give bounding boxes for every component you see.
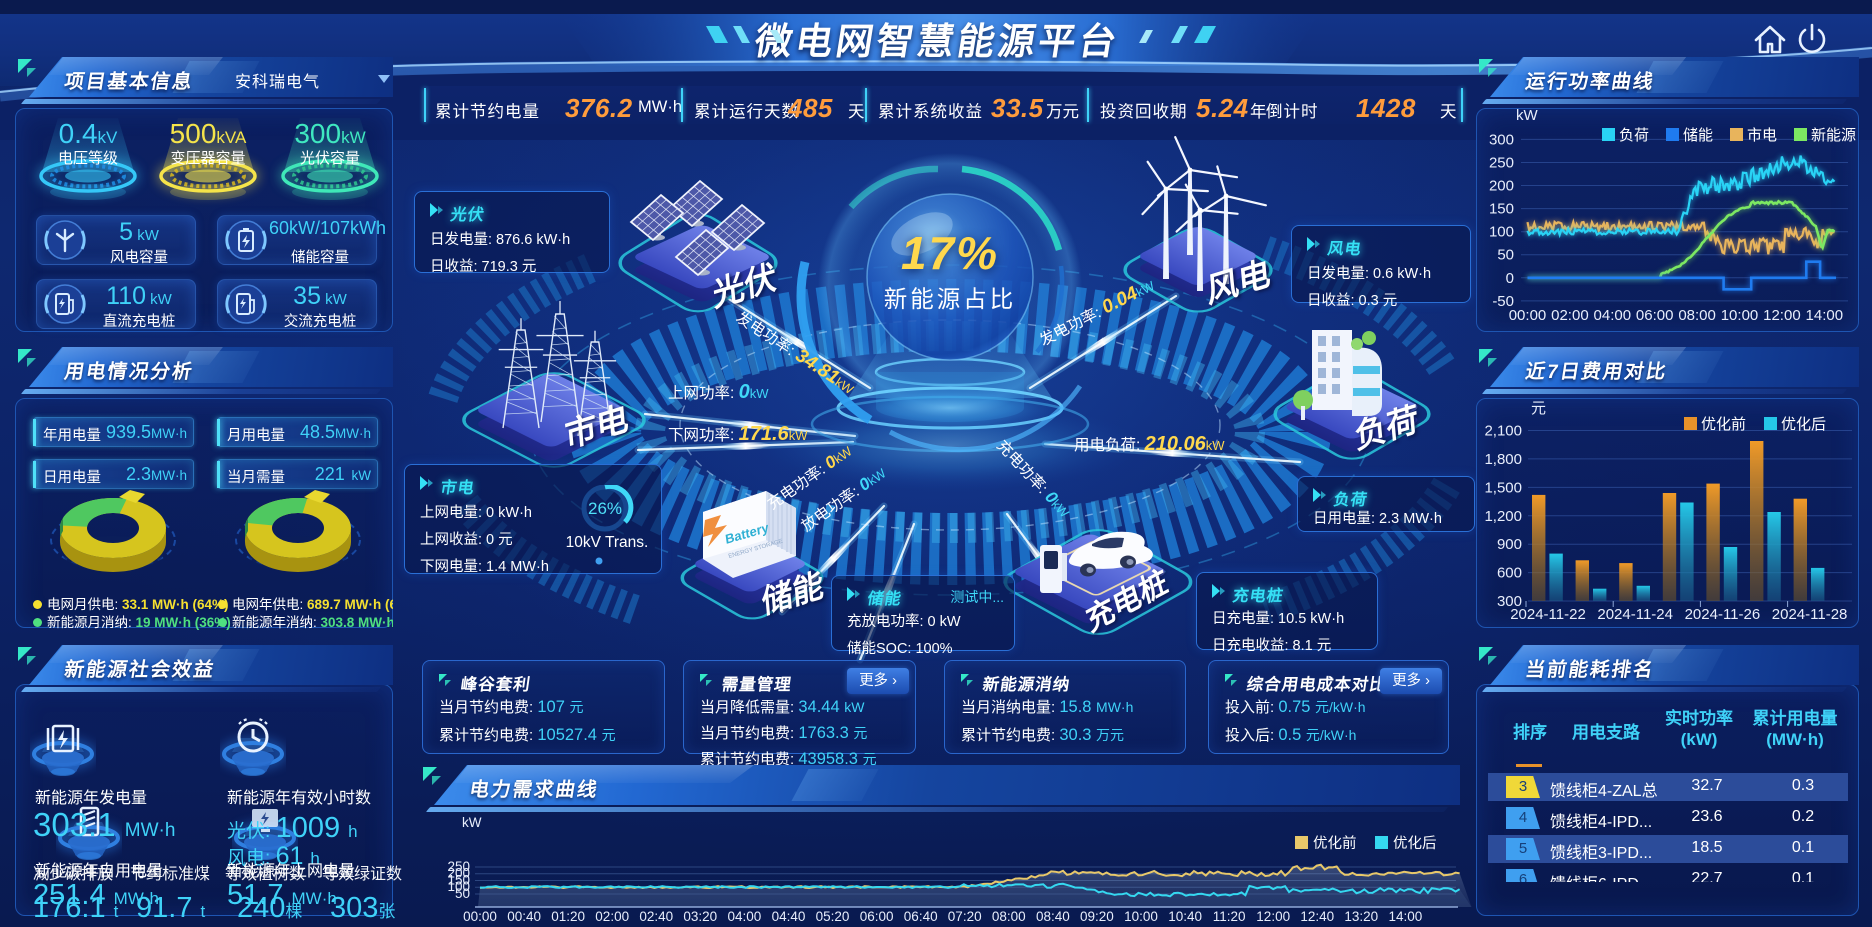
svg-text:200: 200: [447, 866, 470, 881]
svg-text:250: 250: [447, 859, 470, 874]
svg-text:12:40: 12:40: [1300, 909, 1334, 924]
svg-text:下网功率: 171.6kW: 下网功率: 171.6kW: [668, 423, 808, 445]
svg-text:市电: 市电: [1747, 127, 1777, 144]
svg-text:09:20: 09:20: [1080, 909, 1114, 924]
svg-text:10kV Trans.: 10kV Trans.: [566, 534, 649, 551]
svg-text:00:40: 00:40: [507, 909, 541, 924]
svg-text:储能: 储能: [1683, 127, 1713, 144]
svg-text:06:00: 06:00: [860, 909, 894, 924]
svg-text:08:00: 08:00: [1678, 307, 1716, 324]
svg-text:300: 300: [1497, 593, 1522, 610]
svg-text:0: 0: [1506, 270, 1514, 287]
svg-text:优化前: 优化前: [1701, 416, 1746, 433]
svg-text:优化后: 优化后: [1393, 835, 1437, 852]
svg-text:02:00: 02:00: [595, 909, 629, 924]
svg-text:2024-11-28: 2024-11-28: [1772, 606, 1848, 623]
svg-text:12:00: 12:00: [1256, 909, 1290, 924]
svg-text:150: 150: [447, 873, 470, 888]
svg-text:04:00: 04:00: [728, 909, 762, 924]
svg-text:新能源占比: 新能源占比: [884, 286, 1017, 312]
svg-text:50: 50: [455, 886, 470, 901]
svg-text:10:00: 10:00: [1721, 307, 1759, 324]
svg-text:用电负荷: 210.06kW: 用电负荷: 210.06kW: [1074, 433, 1225, 455]
svg-text:02:40: 02:40: [639, 909, 673, 924]
svg-text:负荷: 负荷: [1619, 127, 1649, 144]
svg-text:01:20: 01:20: [551, 909, 585, 924]
svg-text:17%: 17%: [901, 227, 999, 279]
svg-text:150: 150: [1489, 201, 1514, 218]
svg-text:13:20: 13:20: [1344, 909, 1378, 924]
svg-text:900: 900: [1497, 536, 1522, 553]
svg-text:10:00: 10:00: [1124, 909, 1158, 924]
svg-text:1,200: 1,200: [1484, 508, 1522, 525]
svg-text:优化前: 优化前: [1313, 835, 1357, 852]
svg-text:06:40: 06:40: [904, 909, 938, 924]
svg-text:05:20: 05:20: [816, 909, 850, 924]
svg-text:12:00: 12:00: [1763, 307, 1801, 324]
svg-text:200: 200: [1489, 178, 1514, 195]
svg-text:kW: kW: [462, 815, 482, 830]
svg-text:-50: -50: [1492, 293, 1514, 310]
svg-text:08:00: 08:00: [992, 909, 1026, 924]
svg-text:优化后: 优化后: [1781, 416, 1826, 433]
svg-text:2024-11-24: 2024-11-24: [1597, 606, 1673, 623]
svg-text:600: 600: [1497, 565, 1522, 582]
svg-text:上网功率: 0kW: 上网功率: 0kW: [668, 381, 769, 403]
svg-text:300: 300: [1489, 131, 1514, 148]
svg-text:1,500: 1,500: [1484, 479, 1522, 496]
svg-text:04:00: 04:00: [1594, 307, 1632, 324]
svg-text:04:40: 04:40: [772, 909, 806, 924]
svg-text:26%: 26%: [588, 499, 622, 518]
svg-text:元: 元: [1531, 400, 1546, 417]
svg-text:2,100: 2,100: [1484, 423, 1522, 440]
svg-text:06:00: 06:00: [1636, 307, 1674, 324]
svg-text:微电网智慧能源平台: 微电网智慧能源平台: [751, 20, 1123, 62]
svg-text:07:20: 07:20: [948, 909, 982, 924]
svg-text:00:00: 00:00: [463, 909, 497, 924]
svg-text:14:00: 14:00: [1389, 909, 1423, 924]
svg-text:kW: kW: [1516, 107, 1539, 124]
svg-text:100: 100: [1489, 224, 1514, 241]
svg-text:11:20: 11:20: [1213, 909, 1246, 924]
svg-text:新能源: 新能源: [1811, 127, 1856, 144]
svg-text:03:20: 03:20: [683, 909, 717, 924]
svg-text:10:40: 10:40: [1168, 909, 1202, 924]
svg-text:14:00: 14:00: [1806, 307, 1844, 324]
svg-text:1,800: 1,800: [1484, 451, 1522, 468]
svg-text:100: 100: [447, 879, 470, 894]
svg-text:08:40: 08:40: [1036, 909, 1070, 924]
svg-text:2024-11-26: 2024-11-26: [1685, 606, 1761, 623]
svg-text:2024-11-22: 2024-11-22: [1510, 606, 1586, 623]
svg-text:50: 50: [1497, 247, 1514, 264]
svg-text:250: 250: [1489, 155, 1514, 172]
svg-text:00:00: 00:00: [1509, 307, 1547, 324]
svg-text:02:00: 02:00: [1551, 307, 1589, 324]
